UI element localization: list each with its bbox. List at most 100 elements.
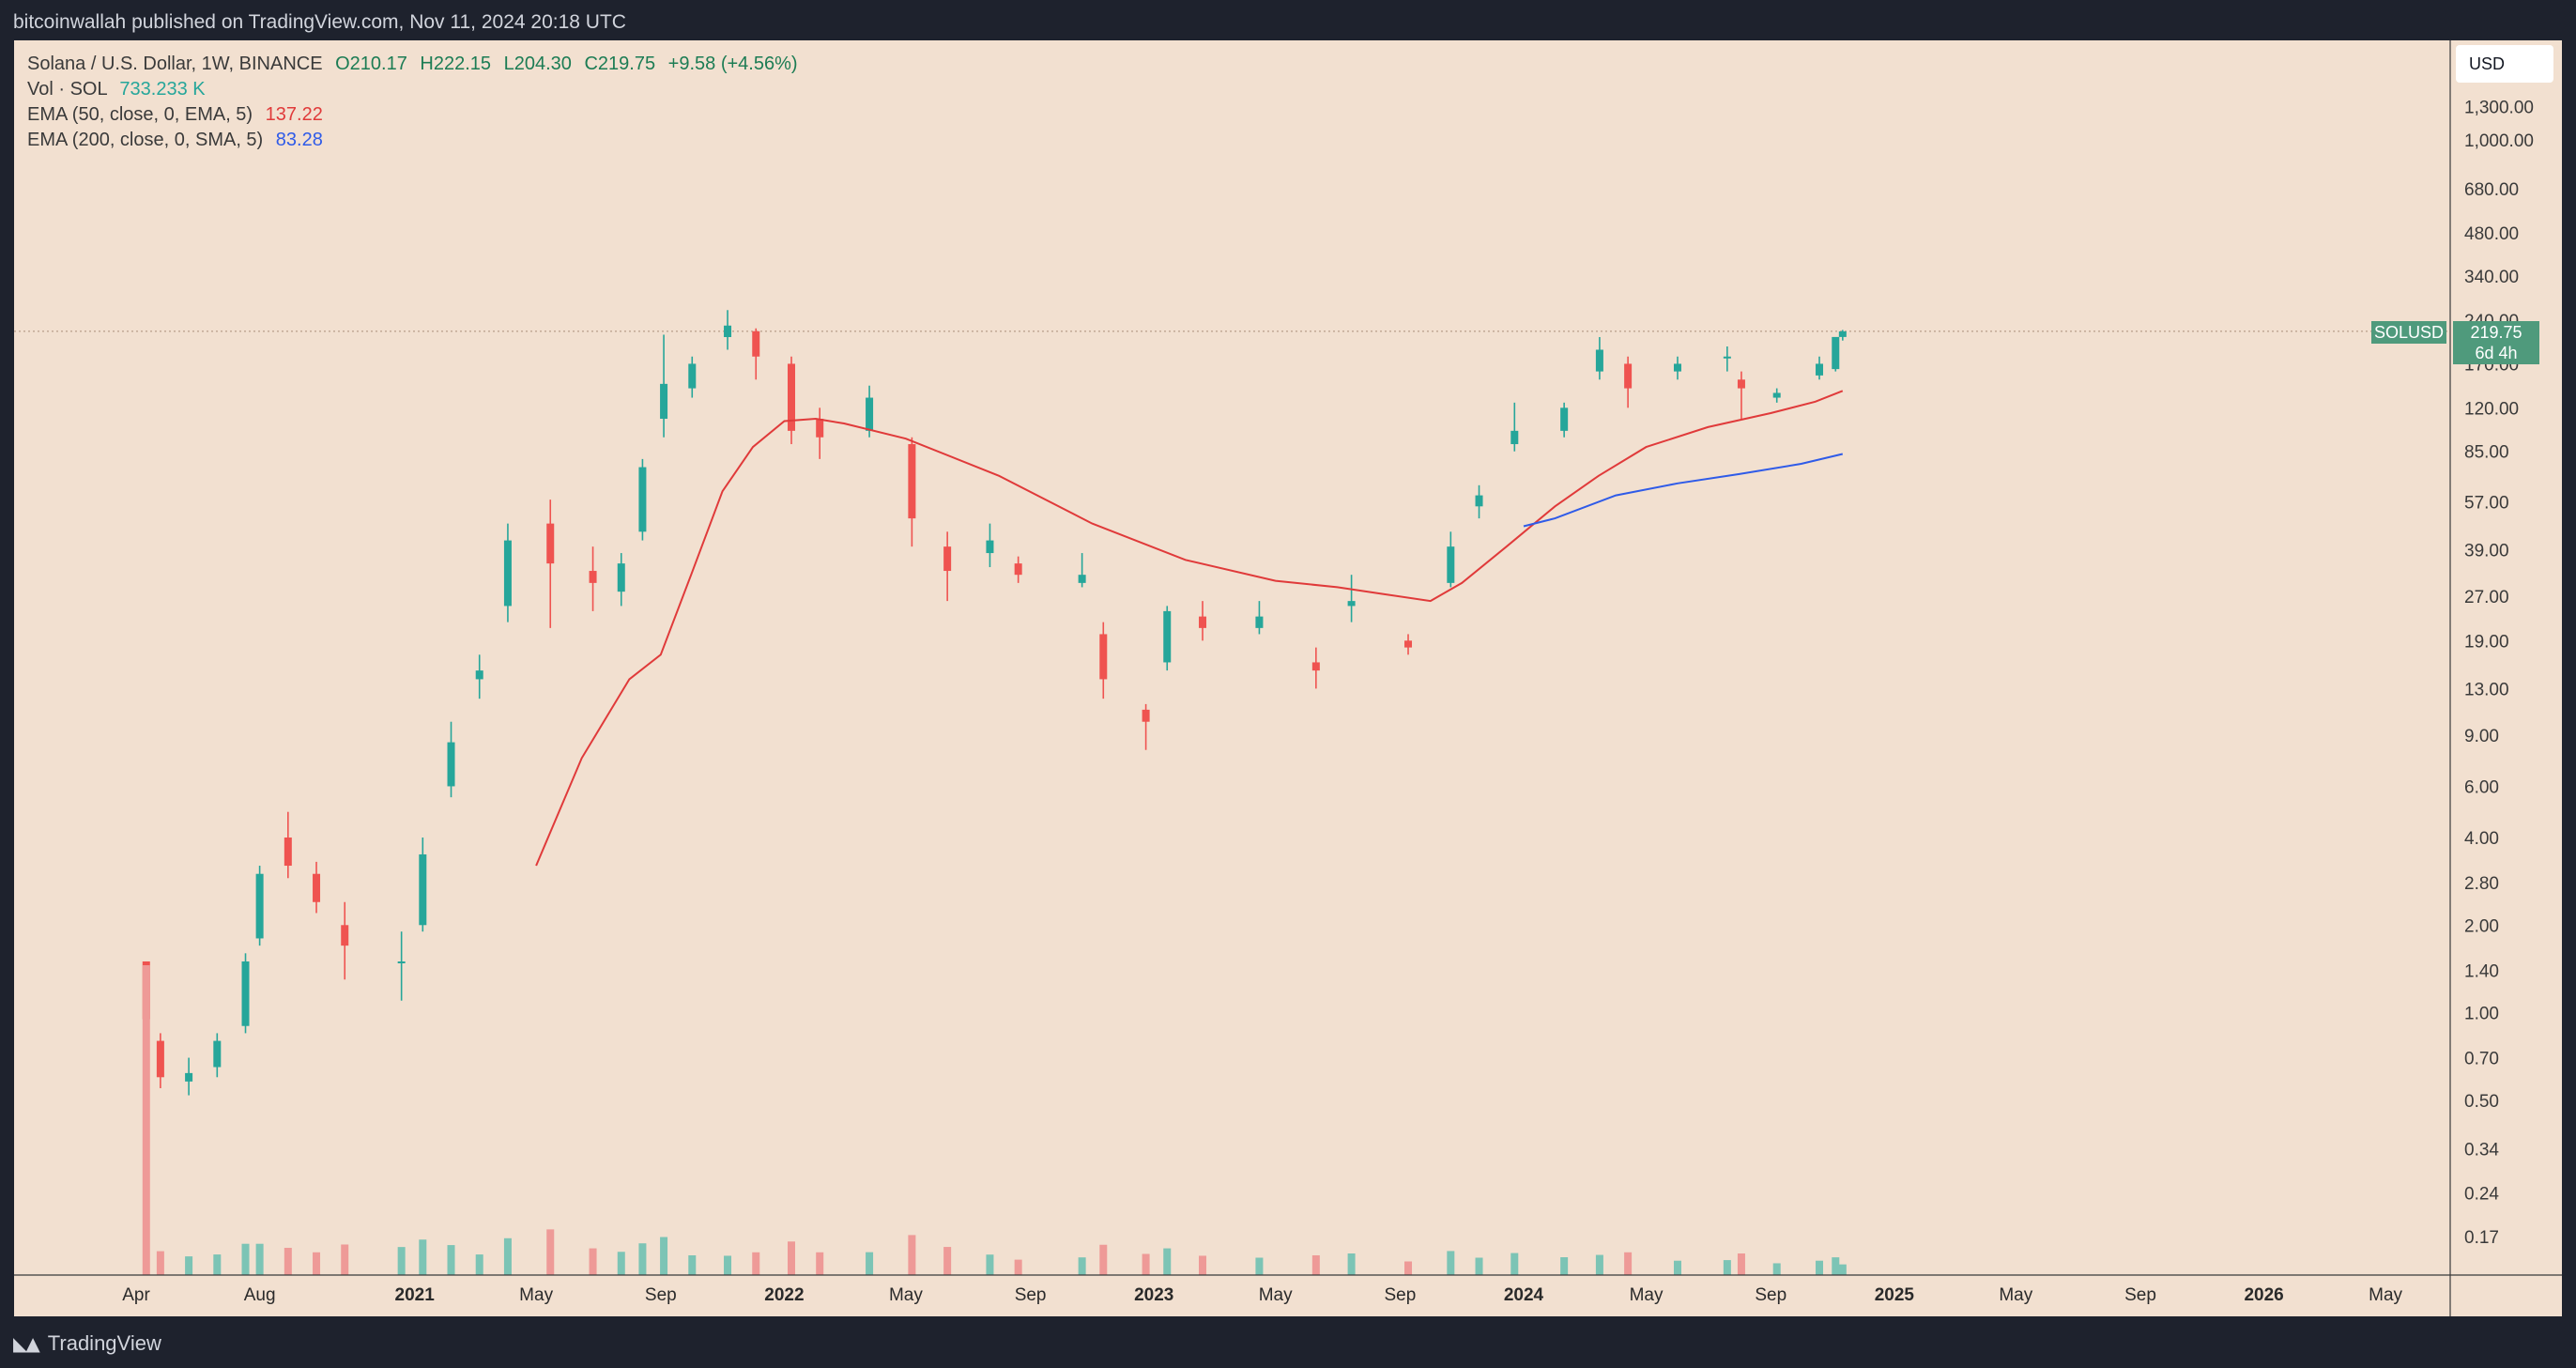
time-axis-tick-label: Sep: [1384, 1285, 1416, 1305]
volume-bar: [1099, 1244, 1108, 1275]
volume-bar: [1723, 1260, 1731, 1275]
candle-body: [752, 330, 760, 357]
currency-button[interactable]: USD: [2456, 45, 2553, 83]
candle-body: [724, 325, 732, 338]
candle-body: [1163, 610, 1172, 663]
volume-bar: [313, 1252, 321, 1275]
footer-bar: ◣▲ TradingView: [0, 1316, 2576, 1368]
price-tag-countdown: 6d 4h: [2475, 344, 2518, 362]
candle-body: [1624, 363, 1633, 389]
price-tag: 219.75 6d 4h: [2453, 321, 2539, 364]
candle-body: [447, 742, 455, 787]
candle-body: [1723, 356, 1731, 359]
legend-open: O210.17: [335, 54, 407, 74]
legend-ema200-value: 83.28: [275, 130, 323, 150]
candle-body: [313, 873, 321, 902]
volume-bar: [1475, 1257, 1483, 1275]
legend-high: H222.15: [420, 54, 492, 74]
volume-bar: [1838, 1264, 1847, 1275]
candle-body: [546, 523, 555, 564]
ema200-line: [1523, 453, 1844, 528]
price-tag-value: 219.75: [2470, 323, 2522, 342]
price-axis-tick-label: 480.00: [2464, 224, 2519, 244]
price-axis-tick-label: 57.00: [2464, 493, 2509, 513]
volume-bar: [1510, 1253, 1519, 1275]
candle-body: [943, 546, 952, 572]
price-axis-tick-label: 680.00: [2464, 180, 2519, 200]
candle-body: [688, 363, 697, 389]
candle-body: [986, 540, 994, 554]
price-axis-tick-label: 4.00: [2464, 829, 2499, 849]
volume-bar: [788, 1241, 796, 1275]
volume-bar: [1404, 1261, 1413, 1275]
candle-body: [1014, 563, 1022, 576]
price-axis-tick-label: 2.80: [2464, 874, 2499, 894]
volume-bar: [866, 1252, 874, 1275]
time-axis-tick-label: Sep: [1755, 1285, 1786, 1305]
time-axis-tick-label: 2023: [1134, 1285, 1173, 1305]
candle-body: [1838, 330, 1847, 337]
volume-bar: [1199, 1255, 1207, 1275]
volume-bar: [1832, 1257, 1840, 1275]
volume-bar: [1142, 1253, 1150, 1275]
chart-frame[interactable]: 0.17 0.24 0.34 0.50 0.70 1.00 1.40 2.00 2.80 4.00…: [14, 40, 2562, 1316]
candle-body: [1404, 640, 1413, 648]
candle-body: [816, 419, 824, 438]
price-chart[interactable]: 0.17 0.24 0.34 0.50 0.70 1.00 1.40 2.00 2.80 4.00…: [14, 40, 2562, 1316]
volume-bar: [986, 1254, 994, 1275]
time-axis-tick-label: Aug: [244, 1285, 276, 1305]
tradingview-brand-text: TradingView: [47, 1331, 161, 1355]
volume-bar: [213, 1254, 222, 1275]
volume-bar: [156, 1251, 164, 1275]
price-axis-tick-label: 1.40: [2464, 961, 2499, 981]
volume-bar: [1673, 1260, 1681, 1275]
time-axis-tick-label: Sep: [645, 1285, 677, 1305]
volume-bar: [1816, 1260, 1824, 1275]
legend-volume-label: Vol · SOL: [27, 79, 107, 100]
time-axis-tick-label: May: [889, 1285, 923, 1305]
candle-body: [866, 397, 874, 431]
price-axis-tick-label: 1,300.00: [2464, 99, 2534, 118]
volume-bar: [1624, 1252, 1633, 1275]
legend-ema50-value: 137.22: [265, 104, 323, 125]
candle-body: [1475, 495, 1483, 507]
tradingview-logo[interactable]: ◣▲ TradingView: [13, 1331, 161, 1356]
volume-bar: [816, 1252, 824, 1275]
volume-bar: [1737, 1253, 1745, 1275]
legend-ema200-label: EMA (200, close, 0, SMA, 5): [27, 130, 264, 150]
volume-bar: [1014, 1259, 1022, 1275]
legend-ema50-label: EMA (50, close, 0, EMA, 5): [27, 104, 253, 125]
candle-body: [255, 873, 264, 939]
time-axis-tick-label: Sep: [1015, 1285, 1047, 1305]
candle-body: [788, 363, 796, 431]
price-axis-tick-label: 340.00: [2464, 268, 2519, 287]
candle-body: [1255, 616, 1264, 628]
legend-volume-value: 733.233 K: [119, 79, 206, 100]
candle-body: [1099, 634, 1108, 680]
legend-close: C219.75: [584, 54, 656, 74]
volume-bar: [447, 1245, 455, 1275]
price-axis-tick-label: 39.00: [2464, 542, 2509, 561]
volume-bar: [341, 1244, 349, 1275]
candle-body: [475, 670, 483, 680]
volume-bar: [419, 1239, 427, 1275]
candle-body: [1772, 392, 1781, 398]
volume-bar: [142, 965, 150, 1275]
price-axis-tick-label: 1,000.00: [2464, 131, 2534, 151]
volume-bar: [1078, 1257, 1086, 1275]
price-axis-tick-label: 27.00: [2464, 588, 2509, 607]
chart-legend: Solana / U.S. Dollar, 1W, BINANCE O210.1…: [27, 52, 798, 153]
volume-bar: [1311, 1254, 1320, 1275]
volume-bar: [1447, 1251, 1455, 1275]
candle-body: [1510, 430, 1519, 445]
volume-bar: [1560, 1257, 1569, 1275]
volume-bar: [638, 1243, 647, 1275]
legend-ema200-row: EMA (200, close, 0, SMA, 5) 83.28: [27, 128, 798, 153]
candle-body: [397, 961, 406, 963]
volume-bar: [475, 1254, 483, 1275]
volume-bar: [185, 1256, 193, 1275]
candle-body: [1347, 601, 1356, 607]
time-axis-tick-label: Apr: [122, 1285, 150, 1305]
candle-body: [341, 925, 349, 946]
candle-body: [1816, 363, 1824, 376]
